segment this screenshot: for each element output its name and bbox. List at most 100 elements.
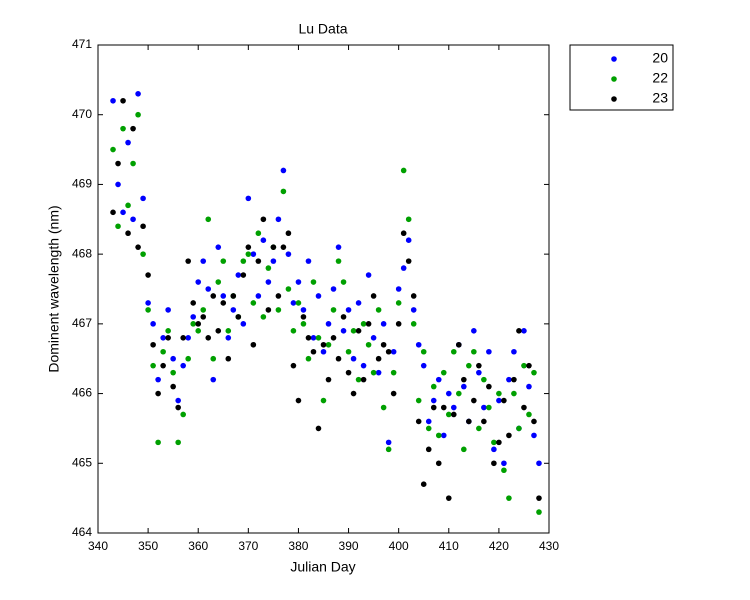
point (501, 467, 507, 474)
point (445, 495, 452, 501)
point (365, 321, 372, 327)
point (130, 160, 136, 167)
point (195, 328, 202, 334)
point (140, 251, 146, 257)
point (536, 495, 542, 501)
point (400, 230, 407, 237)
point (486, 404, 492, 411)
point (526, 411, 532, 418)
point (195, 321, 202, 327)
point (491, 439, 497, 446)
point (160, 348, 166, 355)
point (385, 348, 392, 355)
point (225, 328, 232, 334)
point (160, 362, 166, 369)
point (250, 251, 257, 257)
point (215, 244, 222, 250)
point (375, 307, 382, 313)
chart-title: Lu Data (298, 21, 347, 37)
y-tick-label: 470 (72, 107, 92, 121)
point (305, 355, 312, 362)
point (220, 258, 227, 264)
point (260, 314, 267, 320)
point (531, 369, 537, 376)
point (425, 446, 432, 453)
point (175, 397, 181, 404)
point (275, 293, 282, 299)
point (175, 404, 181, 411)
point (180, 411, 186, 418)
point (350, 328, 357, 334)
point (456, 341, 462, 348)
point (310, 279, 317, 285)
point (516, 328, 522, 334)
point (496, 439, 502, 446)
point (345, 348, 352, 355)
point (310, 348, 317, 355)
point (496, 390, 502, 397)
point (205, 286, 212, 292)
point (481, 418, 487, 425)
point (260, 216, 267, 223)
point (375, 355, 382, 362)
point (155, 376, 161, 383)
point (355, 300, 362, 306)
point (210, 293, 217, 299)
point (526, 383, 532, 390)
point (215, 328, 222, 334)
point (526, 362, 532, 369)
point (365, 341, 372, 348)
point (471, 348, 477, 355)
y-tick-label: 471 (72, 37, 92, 51)
point (486, 383, 492, 390)
point (461, 383, 467, 390)
x-tick-label: 380 (288, 539, 308, 553)
point (135, 244, 141, 250)
point (175, 439, 181, 446)
point (245, 251, 252, 257)
x-tick-label: 340 (88, 539, 108, 553)
point (435, 376, 442, 383)
point (415, 397, 422, 404)
point (521, 362, 527, 369)
point (135, 91, 141, 97)
point (395, 321, 402, 327)
point (300, 321, 307, 327)
point (410, 293, 417, 299)
y-axis-title: Dominent wavelength (nm) (46, 205, 62, 372)
y-tick-label: 468 (72, 246, 92, 260)
point (290, 300, 297, 306)
point (516, 425, 522, 432)
point (415, 341, 422, 348)
point (340, 328, 347, 334)
point (285, 286, 292, 292)
x-tick-label: 350 (138, 539, 158, 553)
point (110, 97, 116, 104)
point (235, 272, 242, 278)
point (120, 97, 126, 104)
point (240, 272, 247, 278)
point (445, 390, 452, 397)
point (360, 321, 367, 327)
x-tick-label: 390 (339, 539, 359, 553)
point (115, 181, 121, 188)
point (511, 348, 517, 355)
point (185, 355, 191, 362)
y-tick-label: 465 (72, 455, 92, 469)
point (320, 341, 327, 348)
point (501, 397, 507, 404)
point (260, 237, 267, 243)
y-tick-label: 467 (72, 316, 92, 330)
point (295, 279, 302, 285)
point (150, 362, 156, 369)
point (120, 209, 126, 216)
point (265, 265, 272, 271)
point (445, 411, 452, 418)
point (240, 321, 247, 327)
point (165, 328, 171, 334)
point (325, 341, 332, 348)
point (476, 369, 482, 376)
point (150, 321, 156, 327)
point (350, 355, 357, 362)
